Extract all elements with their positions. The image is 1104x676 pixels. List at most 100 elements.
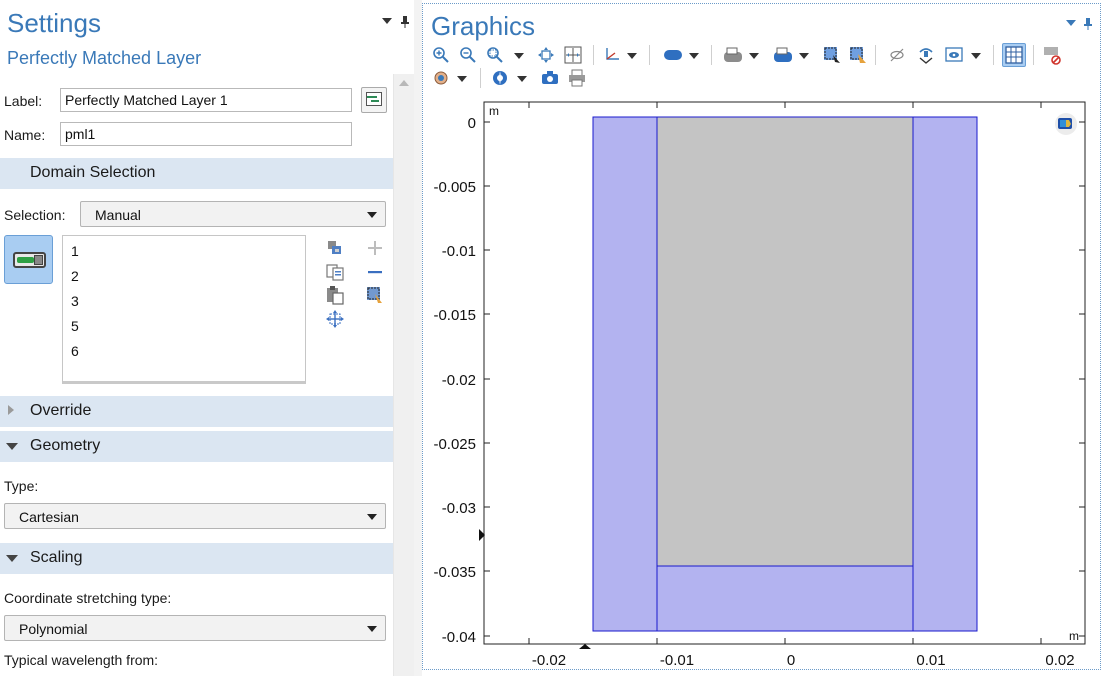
list-item[interactable]: 2 (71, 268, 79, 284)
list-item[interactable]: 3 (71, 293, 79, 309)
y-axis-marker-icon (479, 529, 485, 541)
chevron-down-icon[interactable] (689, 53, 699, 59)
expand-icon (8, 405, 14, 415)
toolbar-separator (480, 68, 481, 88)
clear-plot-icon[interactable] (1043, 46, 1061, 65)
copy-selection-icon[interactable] (325, 238, 345, 258)
remove-icon[interactable] (365, 262, 385, 282)
core-boundary (656, 116, 914, 567)
grid-toggle-icon[interactable] (1002, 43, 1026, 67)
zoom-selected-icon[interactable] (564, 46, 582, 64)
pml-bottom[interactable] (656, 565, 914, 632)
scroll-up-icon[interactable] (399, 80, 409, 86)
zoom-extents-icon[interactable] (537, 46, 555, 64)
add-icon[interactable] (365, 238, 385, 258)
panel-menu-chevron-down-icon[interactable] (382, 14, 392, 24)
x-axis-marker-icon (579, 644, 591, 649)
label-input[interactable] (60, 88, 352, 112)
name-input[interactable] (60, 122, 352, 146)
show-grid-icon[interactable] (723, 46, 742, 64)
toolbar-separator (649, 45, 650, 65)
lasso-select-icon[interactable] (849, 46, 867, 64)
y-tick-marks (484, 121, 1085, 637)
toolbar-separator (875, 45, 876, 65)
toolbar-separator (593, 45, 594, 65)
settings-scrollbar[interactable] (393, 74, 414, 676)
zoom-out-icon[interactable] (459, 46, 477, 64)
y-tick-label: -0.02 (442, 372, 476, 389)
chevron-down-icon[interactable] (514, 53, 524, 59)
zoom-in-icon[interactable] (432, 46, 450, 64)
wavelength-caption: Typical wavelength from: (4, 652, 159, 668)
y-tick-label: -0.04 (442, 629, 476, 646)
transparency-icon[interactable] (773, 46, 792, 64)
zoom-box-icon[interactable] (486, 46, 504, 64)
zoom-to-selection-icon[interactable] (365, 285, 385, 305)
graphics-title: Graphics (431, 11, 536, 41)
selection-caption: Selection: (4, 207, 66, 223)
select-box-icon[interactable] (823, 46, 841, 64)
type-dropdown[interactable]: Cartesian (4, 503, 386, 529)
move-icon[interactable] (325, 309, 345, 329)
domain-list[interactable]: 1 2 3 5 6 (62, 235, 306, 384)
y-tick-label: -0.035 (433, 564, 476, 581)
pin-icon[interactable] (400, 16, 410, 31)
scene-light-icon[interactable] (663, 47, 682, 65)
activate-selection-toggle-icon[interactable] (4, 235, 53, 284)
toolbar-separator (993, 45, 994, 65)
x-tick-label: -0.01 (660, 652, 694, 669)
graphics-panel: Graphics (422, 3, 1101, 670)
settings-panel: Settings Perfectly Matched Layer Label: … (0, 0, 414, 676)
print-icon[interactable] (568, 69, 586, 87)
pml-right[interactable] (912, 116, 978, 632)
section-domain-selection[interactable]: Domain Selection (0, 158, 393, 189)
section-override[interactable]: Override (0, 396, 393, 427)
stretch-dropdown[interactable]: Polynomial (4, 615, 386, 641)
pml-left[interactable] (592, 116, 658, 632)
chevron-down-icon (367, 626, 377, 632)
paste-icon[interactable] (325, 285, 345, 305)
chevron-down-icon[interactable] (627, 53, 637, 59)
list-item[interactable]: 6 (71, 343, 79, 359)
render-icon[interactable] (491, 69, 509, 87)
chevron-down-icon[interactable] (971, 53, 981, 59)
section-geometry[interactable]: Geometry (0, 431, 393, 462)
section-label: Scaling (30, 549, 83, 566)
hide-icon[interactable] (889, 47, 907, 65)
clear-selection-icon[interactable] (917, 46, 935, 64)
x-tick-label: 0 (787, 652, 795, 669)
pin-icon[interactable] (1083, 17, 1093, 33)
section-scaling[interactable]: Scaling (0, 543, 393, 574)
x-tick-label: -0.02 (532, 652, 566, 669)
section-label: Override (30, 402, 92, 419)
selection-value: Manual (95, 207, 141, 223)
chevron-down-icon[interactable] (517, 76, 527, 82)
panel-menu-chevron-down-icon[interactable] (1066, 20, 1076, 26)
chevron-down-icon[interactable] (799, 53, 809, 59)
graphics-canvas[interactable]: 0 -0.005 -0.01 -0.015 -0.02 -0.025 -0.03… (423, 95, 1100, 669)
chevron-down-icon[interactable] (457, 76, 467, 82)
rotate-icon[interactable] (432, 69, 450, 87)
comsol-logo-icon (1055, 113, 1077, 135)
x-tick-label: 0.02 (1045, 652, 1074, 669)
list-item[interactable]: 1 (71, 243, 79, 259)
stretch-value: Polynomial (19, 621, 88, 637)
x-tick-label: 0.01 (916, 652, 945, 669)
camera-icon[interactable] (541, 70, 559, 88)
paste-list-icon[interactable] (325, 262, 345, 282)
collapse-icon (6, 555, 18, 562)
panel-splitter[interactable] (414, 0, 422, 676)
toolbar-separator (711, 45, 712, 65)
collapse-icon (6, 443, 18, 450)
chevron-down-icon (367, 514, 377, 520)
view-icon[interactable] (945, 46, 963, 64)
selection-dropdown[interactable]: Manual (80, 201, 386, 227)
chevron-down-icon[interactable] (749, 53, 759, 59)
name-caption: Name: (4, 127, 46, 143)
edit-node-icon[interactable] (361, 87, 387, 113)
type-caption: Type: (4, 478, 39, 494)
list-item[interactable]: 5 (71, 318, 79, 334)
axis-orientation-icon[interactable] (602, 46, 620, 64)
type-value: Cartesian (19, 509, 79, 525)
y-tick-label: -0.015 (433, 307, 476, 324)
